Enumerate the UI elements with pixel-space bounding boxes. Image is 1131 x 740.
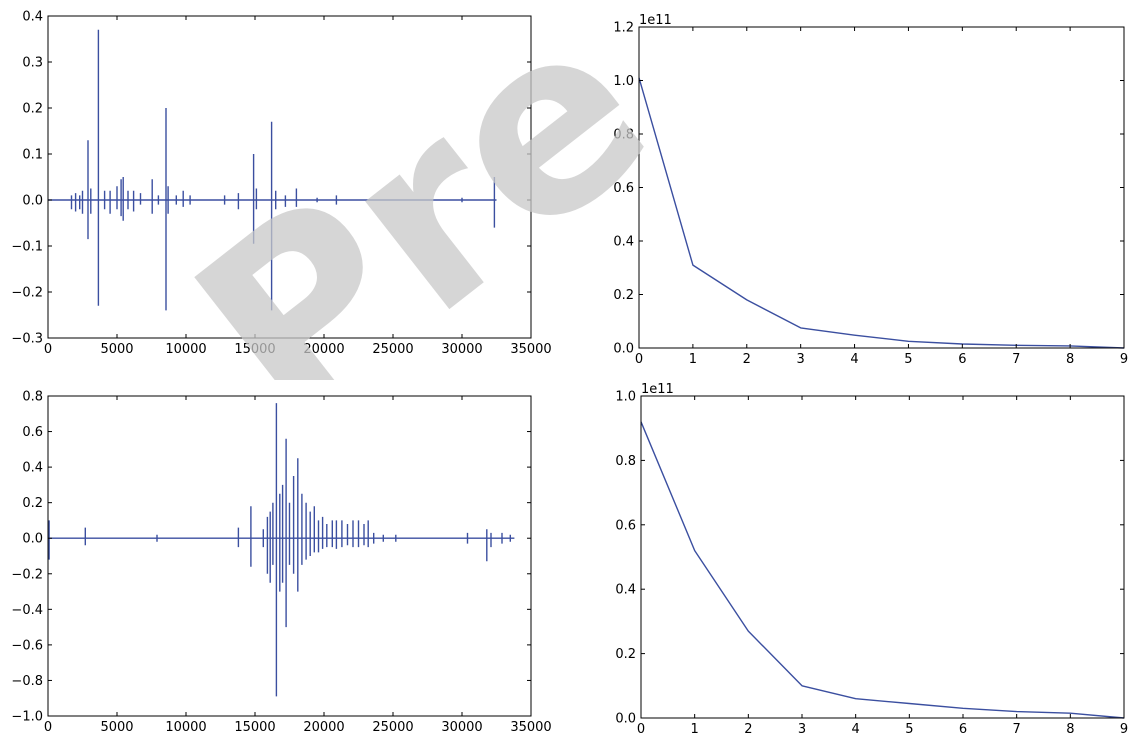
- y-tick-label: 0.6: [613, 181, 634, 196]
- y-tick-label: −0.2: [11, 286, 43, 301]
- x-tick-label: 10000: [165, 720, 206, 735]
- x-tick-label: 6: [958, 352, 966, 367]
- x-tick-label: 8: [1066, 352, 1074, 367]
- y-tick-label: −0.2: [11, 567, 43, 582]
- y-tick-label: 0.2: [615, 647, 636, 662]
- axis-offset-label: 1e11: [639, 13, 672, 28]
- y-tick-label: 0.4: [613, 235, 634, 250]
- y-tick-label: 0.2: [22, 102, 43, 117]
- y-tick-label: 0.2: [613, 288, 634, 303]
- axes-frame: [640, 395, 1125, 719]
- series-line: [48, 403, 515, 697]
- x-tick-label: 4: [850, 352, 858, 367]
- x-tick-label: 15000: [234, 342, 275, 357]
- subplots: 0 5000 10000 15000 20000 25000 30000 35000−0.3−…: [11, 10, 1128, 738]
- x-tick-label: 3: [798, 722, 806, 737]
- x-tick-label: 5: [904, 352, 912, 367]
- x-tick-label: 0: [44, 342, 52, 357]
- y-tick-label: 0.0: [615, 712, 636, 727]
- x-tick-label: 1: [691, 722, 699, 737]
- subplot-bottom-right: 0 1 2 3 4 5 6 7 8 9 0.0 0.2 0.4 0.6 0.8 1.0 1e11: [615, 382, 1128, 737]
- axes-frame: [47, 15, 532, 339]
- x-tick-label: 30000: [441, 342, 482, 357]
- y-tick-label: 0.4: [615, 583, 636, 598]
- y-tick-label: 1.2: [613, 21, 634, 36]
- x-tick-label: 35000: [510, 720, 551, 735]
- x-tick-label: 0: [635, 352, 643, 367]
- y-tick-label: 0.1: [22, 148, 43, 163]
- x-tick-label: 1: [689, 352, 697, 367]
- y-tick-label: 0.3: [22, 56, 43, 71]
- y-tick-label: 1.0: [615, 390, 636, 405]
- y-tick-label: 0.2: [22, 496, 43, 511]
- x-tick-label: 25000: [372, 720, 413, 735]
- x-tick-label: 6: [959, 722, 967, 737]
- y-tick-label: −0.1: [11, 240, 43, 255]
- subplot-top-right: 0 1 2 3 4 5 6 7 8 9 0.0 0.2 0.4 0.6 0.8 1.0 1.2 1e11: [613, 13, 1128, 367]
- x-tick-label: 5: [905, 722, 913, 737]
- x-tick-label: 9: [1120, 352, 1128, 367]
- x-tick-label: 7: [1012, 352, 1020, 367]
- y-tick-label: 0.8: [615, 454, 636, 469]
- y-tick-label: 0.4: [22, 461, 43, 476]
- x-tick-label: 5000: [100, 342, 133, 357]
- x-tick-label: 2: [743, 352, 751, 367]
- x-tick-label: 0: [637, 722, 645, 737]
- series-line: [638, 77, 1125, 349]
- x-tick-label: 30000: [441, 720, 482, 735]
- y-tick-label: −0.4: [11, 603, 43, 618]
- y-tick-label: −0.6: [11, 638, 43, 653]
- x-tick-label: 5000: [100, 720, 133, 735]
- y-tick-label: 0.0: [22, 194, 43, 209]
- x-tick-label: 7: [1013, 722, 1021, 737]
- y-tick-label: 0.8: [22, 390, 43, 405]
- y-tick-label: 0.6: [615, 518, 636, 533]
- axes-frame: [47, 395, 532, 717]
- x-tick-label: 3: [797, 352, 805, 367]
- axis-offset-label: 1e11: [641, 382, 674, 397]
- subplot-top-left: 0 5000 10000 15000 20000 25000 30000 35000 −0.3 −…: [11, 10, 551, 358]
- x-tick-label: 10000: [165, 342, 206, 357]
- y-tick-label: 0.0: [613, 342, 634, 357]
- x-tick-label: 20000: [303, 720, 344, 735]
- y-tick-label: 1.0: [613, 74, 634, 89]
- y-tick-label: −0.8: [11, 674, 43, 689]
- x-tick-label: 0: [44, 720, 52, 735]
- y-tick-label: 0.4: [22, 10, 43, 25]
- y-tick-label: 0.6: [22, 425, 43, 440]
- y-tick-label: 0.8: [613, 128, 634, 143]
- x-tick-label: 8: [1066, 722, 1074, 737]
- y-tick-label: 0.0: [22, 532, 43, 547]
- y-tick-label: −0.3: [11, 332, 43, 347]
- x-tick-label: 15000: [234, 720, 275, 735]
- x-tick-label: 9: [1120, 722, 1128, 737]
- subplot-bottom-left: 0 5000 10000 15000 20000 25000 30000 35000 −1.0 −…: [11, 390, 551, 736]
- x-tick-label: 35000: [510, 342, 551, 357]
- series-line: [48, 29, 497, 311]
- x-tick-label: 20000: [303, 342, 344, 357]
- x-tick-label: 25000: [372, 342, 413, 357]
- x-tick-label: 4: [852, 722, 860, 737]
- x-tick-label: 2: [744, 722, 752, 737]
- y-tick-label: −1.0: [11, 710, 43, 725]
- axes-frame: [638, 26, 1125, 349]
- series-line: [640, 421, 1125, 719]
